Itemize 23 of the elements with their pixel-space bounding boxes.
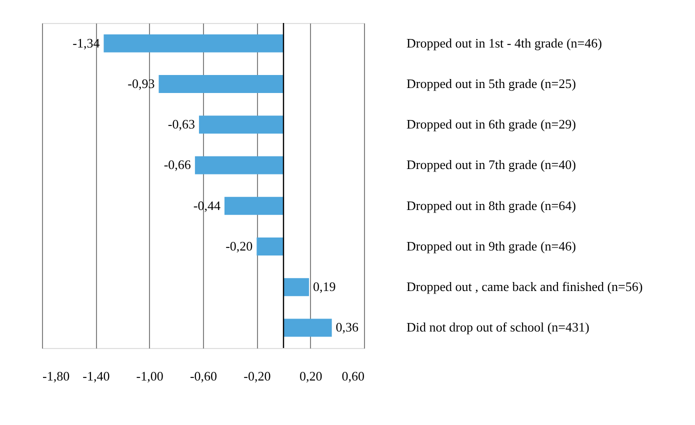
data-label: -0,20 <box>226 238 253 254</box>
x-tick-label: 0,20 <box>299 368 322 384</box>
x-tick-label: -1,80 <box>42 368 70 384</box>
x-tick-label: -0,20 <box>244 368 271 384</box>
data-label: -1,34 <box>72 35 100 50</box>
y-tick-label: Dropped out in 1st - 4th grade (n=46) <box>406 35 602 50</box>
x-tick-label: -1,00 <box>136 368 164 384</box>
data-label: -0,63 <box>168 116 195 132</box>
y-tick-label: Dropped out in 9th grade (n=46) <box>406 238 576 254</box>
x-tick-label: -0,60 <box>190 368 218 384</box>
data-label: 0,19 <box>312 279 336 294</box>
y-tick-label: Did not drop out of school (n=431) <box>406 320 590 335</box>
y-tick-label: Dropped out in 6th grade (n=29) <box>406 116 576 132</box>
y-tick-label: Dropped out , came back and finished (n=56) <box>406 279 643 294</box>
y-tick-label: Dropped out in 8th grade (n=64) <box>406 198 576 213</box>
data-label: -0,66 <box>164 157 192 172</box>
x-tick-label: -1,40 <box>82 368 110 384</box>
data-label: 0,36 <box>336 320 360 335</box>
data-label: -0,93 <box>128 76 155 91</box>
x-tick-label: 0,60 <box>342 368 364 384</box>
data-label: -0,44 <box>193 198 221 213</box>
y-tick-label: Dropped out in 7th grade (n=40) <box>406 157 576 172</box>
y-tick-label: Dropped out in 5th grade (n=25) <box>406 76 576 91</box>
